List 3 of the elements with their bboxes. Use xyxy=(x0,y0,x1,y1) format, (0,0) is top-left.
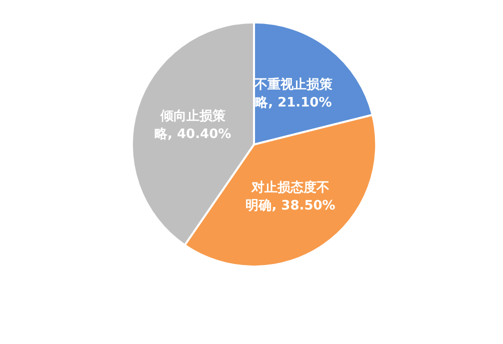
slice-label: 倾向止损策略, 40.40% xyxy=(154,108,232,142)
slice-label: 对止损态度不明确, 38.50% xyxy=(246,180,336,214)
slice-label: 不重视止损策略, 21.10% xyxy=(253,76,334,110)
